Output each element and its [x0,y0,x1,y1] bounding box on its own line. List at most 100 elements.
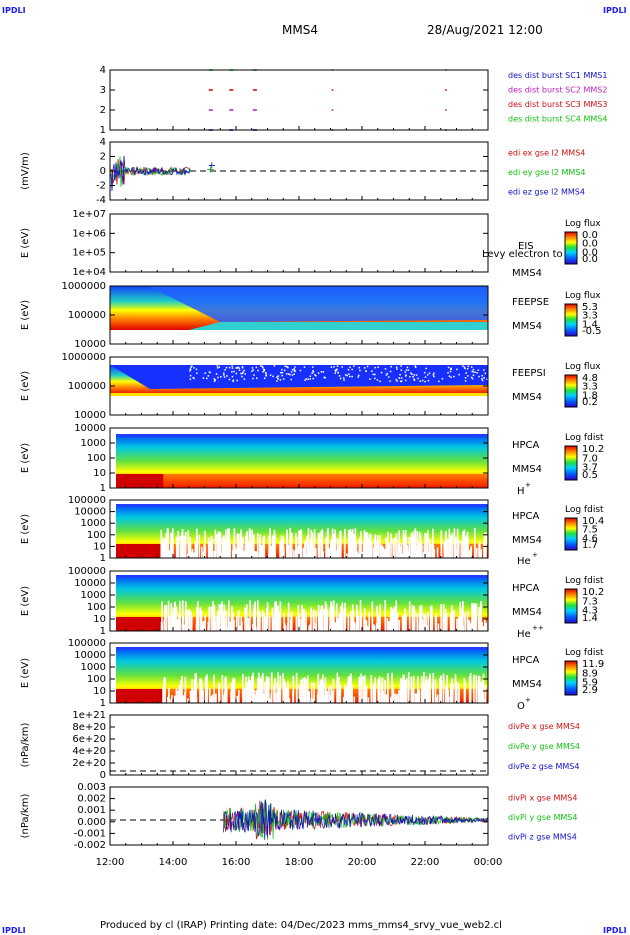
spectrogram-gap [251,367,254,369]
spectrogram-gap [214,379,217,381]
legend-entry-0: des dist burst SC2 MMS2 [508,86,607,95]
spectrogram-gap [471,603,473,631]
legend-entry-1: edi ex gse l2 MMS4 [508,149,585,158]
spectrogram-gap [289,373,291,376]
spectrogram-8 [116,647,490,703]
spectrogram-gap [296,683,298,703]
spectrogram-gap [324,377,326,379]
spectrogram-gap [179,680,182,703]
spectrogram-gap [363,692,365,703]
panel-frame-9 [109,714,489,776]
spectrogram-gap [440,680,443,703]
burst-marker [445,109,447,111]
spectrogram-gap [281,368,283,371]
spectrogram-gap [294,370,296,373]
spectrogram-gap [347,368,350,371]
spectrogram-gap [179,535,182,558]
spectrogram-gap [172,540,174,558]
spacecraft-label-8: MMS4 [512,679,542,690]
spectrogram-gap [255,366,258,369]
spectrogram-gap [317,673,320,703]
spectrogram-gap [447,372,449,374]
spectrogram-gap [358,366,360,369]
spectrogram-gap [280,543,282,558]
y-axis-label-5: E (eV) [20,443,31,473]
spectrogram-gap [372,373,375,376]
y-tick-label-9: 1e+21 [72,710,106,721]
spectrogram-gap [447,689,450,703]
spectrogram-gap [401,553,403,558]
corner-label-top-right: IPDLI [603,6,627,15]
y-tick-label-3: 100000 [68,310,106,321]
instrument-label-2: EIS [518,241,534,252]
spectrogram-gap [453,375,455,378]
spectrogram-gap [304,540,307,558]
panel-frame-0 [109,69,489,131]
spectrogram-gap [236,379,238,382]
spectrogram-gap [330,366,333,368]
spectrogram-gap [263,377,266,380]
spectrogram-gap [338,613,341,631]
spectrogram-gap [412,690,415,703]
spectrogram-gap [392,608,394,631]
spectrogram-gap [277,672,279,703]
spectrogram-7 [116,575,490,631]
spectrogram-gap [311,532,314,558]
spectrogram-gap [240,532,242,558]
spectrogram-region [116,647,488,650]
spectrogram-gap [420,549,423,558]
y-tick-label-0: 2 [100,105,106,116]
y-tick-label-6: 100000 [68,495,106,506]
colorbar-tick-4: 3.3 [582,382,598,393]
spectrogram-gap [415,366,417,369]
spectrogram-gap [450,622,453,631]
spectrogram-gap [243,369,245,372]
spectrogram-gap [221,674,224,703]
spectrogram-gap [290,533,293,558]
spectrogram-gap [474,544,476,558]
spectrogram-gap [302,677,304,703]
spectrogram-gap [466,540,469,558]
spectrogram-gap [314,374,316,376]
spectrogram-gap [163,605,166,631]
spacecraft-label-2: MMS4 [512,268,542,279]
spectrogram-gap [175,613,177,631]
spectrogram-gap [404,375,407,377]
y-tick-label-2: 1e+04 [72,267,106,278]
spectrogram-gap [241,375,243,378]
corner-label-bottom-left: IPDLI [2,926,26,935]
spectrogram-gap [247,541,250,558]
spectrogram-gap [290,371,293,373]
spectrogram-gap [421,684,424,703]
spectrogram-gap [429,606,432,631]
spectrogram-gap [282,378,285,380]
y-tick-label-9: 2e+20 [72,758,106,769]
spectrogram-gap [372,624,375,631]
y-axis-label-8: E (eV) [20,658,31,688]
spectrogram-gap [247,617,250,631]
spectrogram-gap [355,623,358,631]
spectrogram-gap [315,374,317,377]
legend-entry-0: des dist burst SC1 MMS1 [508,71,607,80]
spectrogram-gap [385,694,388,703]
spectrogram-gap [414,693,417,703]
burst-marker [229,89,234,91]
spacecraft-label-6: MMS4 [512,535,542,546]
spectrogram-gap [438,380,440,383]
spectrogram-gap [387,673,389,703]
spectrogram-gap [224,369,226,371]
spectrogram-gap [364,675,366,703]
spectrogram-gap [218,684,220,703]
spectrogram-gap [236,533,239,558]
spacecraft-title: MMS4 [282,23,318,37]
spectrogram-gap [366,625,369,631]
spectrogram-gap [189,542,192,558]
y-tick-label-7: 1 [100,626,106,637]
spectrogram-gap [403,534,406,558]
spectrogram-gap [235,367,237,369]
spectrogram-gap [244,607,246,631]
spectrogram-gap [195,673,197,703]
spectrogram-gap [290,613,292,631]
spectrogram-gap [472,371,474,373]
spectrogram-gap [173,695,176,703]
